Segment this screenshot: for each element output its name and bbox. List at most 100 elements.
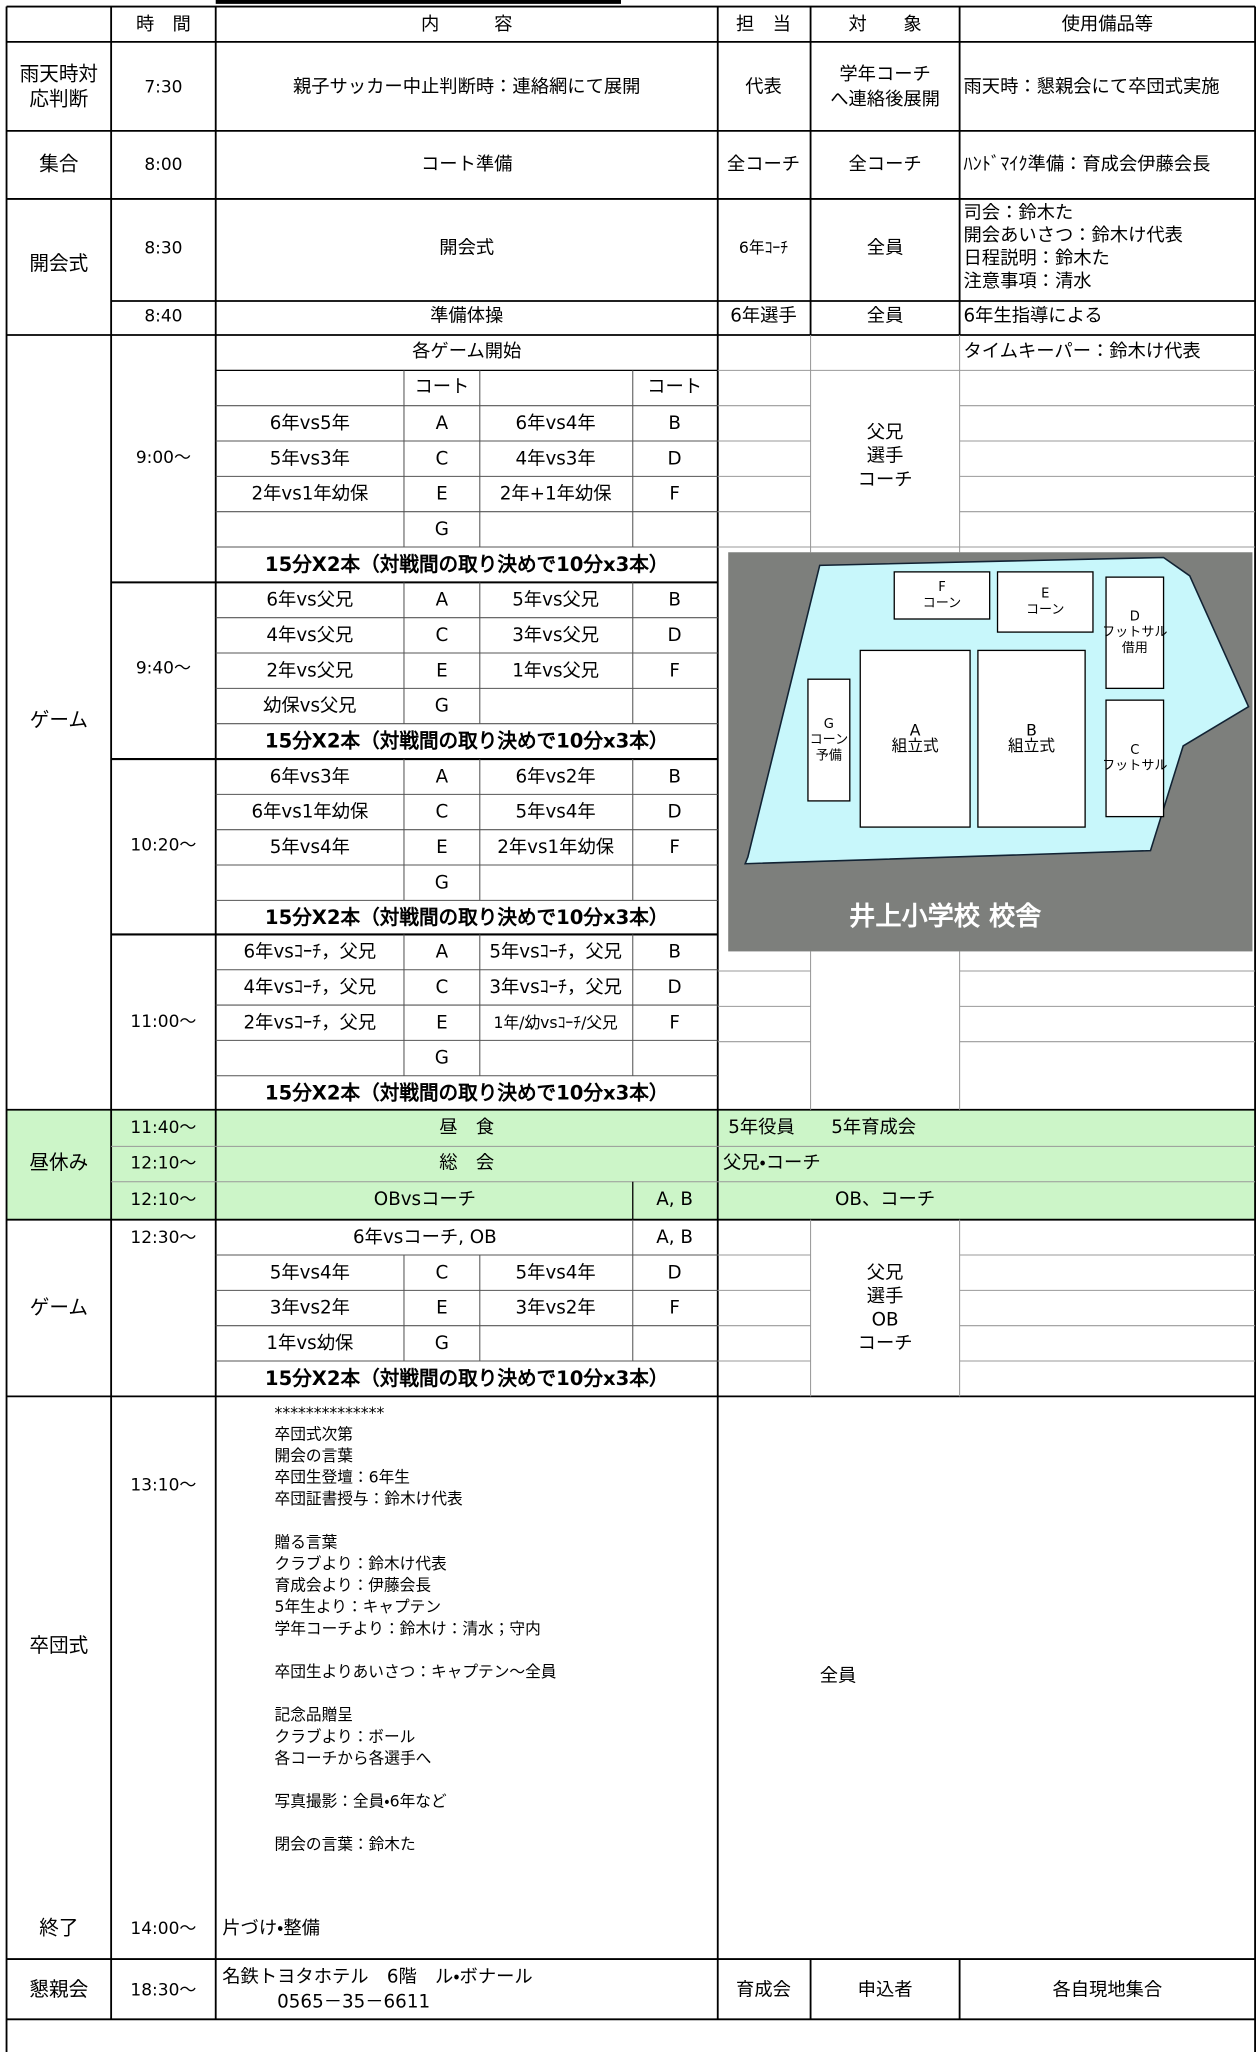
cell-text: 申込者 <box>858 1979 913 2000</box>
match: 5年vs4年 <box>270 837 350 858</box>
cell-text: 開会式 <box>439 238 494 259</box>
program-line: ************** <box>275 1403 385 1422</box>
match: A <box>436 413 449 434</box>
column-header: 担 当 <box>736 14 791 35</box>
game-rule: 15分X2本（対戦間の取り決めで10分x3本） <box>265 553 669 576</box>
cell-text: コート準備 <box>421 154 512 175</box>
match: F <box>669 484 680 505</box>
match: 幼保vs父兄 <box>263 696 357 717</box>
match: 5年vs父兄 <box>512 590 599 611</box>
cell-text: タイムキーパー：鈴木け代表 <box>964 341 1201 362</box>
program-line: 開会の言葉 <box>275 1446 354 1465</box>
court-label: フットサル <box>1102 625 1167 640</box>
match: G <box>435 519 449 540</box>
cell-text: 父兄 <box>867 422 904 443</box>
cell-text: 育成会 <box>736 1979 791 2000</box>
match: B <box>668 942 681 963</box>
cell-text: 注意事項：清水 <box>964 271 1092 292</box>
time: 9:00～ <box>136 448 191 468</box>
match: 2年vs父兄 <box>266 660 353 681</box>
cell-text: 選手 <box>867 1286 904 1307</box>
cell-text: コーチ <box>858 469 913 490</box>
court-label: B <box>1026 720 1037 739</box>
time: 12:10～ <box>130 1190 196 1210</box>
cell-text: コーチ <box>858 1333 913 1354</box>
cell-text: 日程説明：鈴木た <box>964 248 1110 269</box>
section-label: 卒団式 <box>29 1634 88 1657</box>
cell-text: 父兄 <box>867 1262 904 1283</box>
time: 9:40～ <box>136 659 191 679</box>
court-label: 予備 <box>816 747 842 763</box>
cell-text: 各自現地集合 <box>1052 1979 1162 2000</box>
match: C <box>436 448 449 469</box>
match: F <box>669 1298 680 1319</box>
court-box <box>893 571 991 620</box>
time: 11:00～ <box>130 1012 196 1032</box>
column-header: 対 象 <box>849 14 922 35</box>
match: C <box>436 802 449 823</box>
match: 3年vs2年 <box>270 1298 350 1319</box>
match: 2年vs1年幼保 <box>251 484 368 505</box>
match: B <box>668 590 681 611</box>
match: D <box>668 977 682 998</box>
program-line: クラブより：鈴木け代表 <box>275 1554 447 1573</box>
match: 3年vs2年 <box>516 1298 596 1319</box>
court-box <box>1105 699 1165 818</box>
game-rule: 15分X2本（対戦間の取り決めで10分x3本） <box>265 906 669 929</box>
program-line: 学年コーチより：鈴木け：清水；守内 <box>275 1619 541 1638</box>
match: 6年vsｺｰﾁ，父兄 <box>244 942 377 963</box>
match: 6年vs4年 <box>516 413 596 434</box>
court-label: 借用 <box>1122 640 1148 656</box>
court-label: A <box>910 720 921 739</box>
match: 6年vs父兄 <box>266 590 353 611</box>
time: 10:20～ <box>130 835 196 855</box>
program-line: 閉会の言葉：鈴木た <box>275 1835 416 1854</box>
cell-text: 父兄・コーチ <box>723 1152 821 1173</box>
match: 6年vs1年幼保 <box>251 802 368 823</box>
section-label: 終了 <box>39 1916 78 1939</box>
match: 2年vs1年幼保 <box>497 837 614 858</box>
match: 2年vsｺｰﾁ，父兄 <box>244 1012 377 1033</box>
court-box <box>996 571 1094 633</box>
program-line: 5年生より：キャプテン <box>275 1597 441 1616</box>
match: G <box>435 872 449 893</box>
match: B <box>668 413 681 434</box>
school-label: 井上小学校 校舎 <box>849 901 1042 932</box>
section-label: 集合 <box>39 152 79 175</box>
court-box <box>977 649 1086 828</box>
program-line: 卒団証書授与：鈴木け代表 <box>275 1489 463 1508</box>
program-line: 卒団式次第 <box>275 1424 353 1443</box>
cell-text: 6年ｺｰﾁ <box>739 238 788 257</box>
match: G <box>435 696 449 717</box>
match: 6年vs3年 <box>270 766 350 787</box>
court-label: 組立式 <box>892 736 939 755</box>
match: G <box>435 1333 449 1354</box>
match: G <box>435 1048 449 1069</box>
cell-text: へ連絡後展開 <box>830 89 940 110</box>
match: E <box>436 1012 448 1033</box>
time: 7:30 <box>144 78 182 98</box>
cell-text: A, B <box>656 1189 693 1210</box>
match: 4年vsｺｰﾁ，父兄 <box>244 977 377 998</box>
program-line: クラブより：ボール <box>275 1727 416 1746</box>
cell-text: 代表 <box>745 77 782 98</box>
cell-text: 6年選手 <box>730 306 797 327</box>
court-box <box>807 678 851 802</box>
program-line: 育成会より：伊藤会長 <box>275 1576 432 1595</box>
time: 12:30～ <box>130 1228 196 1248</box>
cell-text: OBvsコーチ <box>374 1189 476 1210</box>
match: 5年vs4年 <box>516 802 596 823</box>
cell-text: 0565－35－6611 <box>277 1991 430 2012</box>
court-label: 組立式 <box>1008 736 1055 755</box>
match: 5年vs4年 <box>516 1262 596 1283</box>
match: 4年vs3年 <box>516 448 596 469</box>
match: E <box>436 837 448 858</box>
column-header: 使用備品等 <box>1062 14 1153 35</box>
time: 11:40～ <box>130 1118 196 1138</box>
match: F <box>669 1012 680 1033</box>
section-label: 雨天時対 <box>20 63 98 86</box>
column-header: 時 間 <box>136 14 191 35</box>
match: F <box>669 660 680 681</box>
match: D <box>668 625 682 646</box>
